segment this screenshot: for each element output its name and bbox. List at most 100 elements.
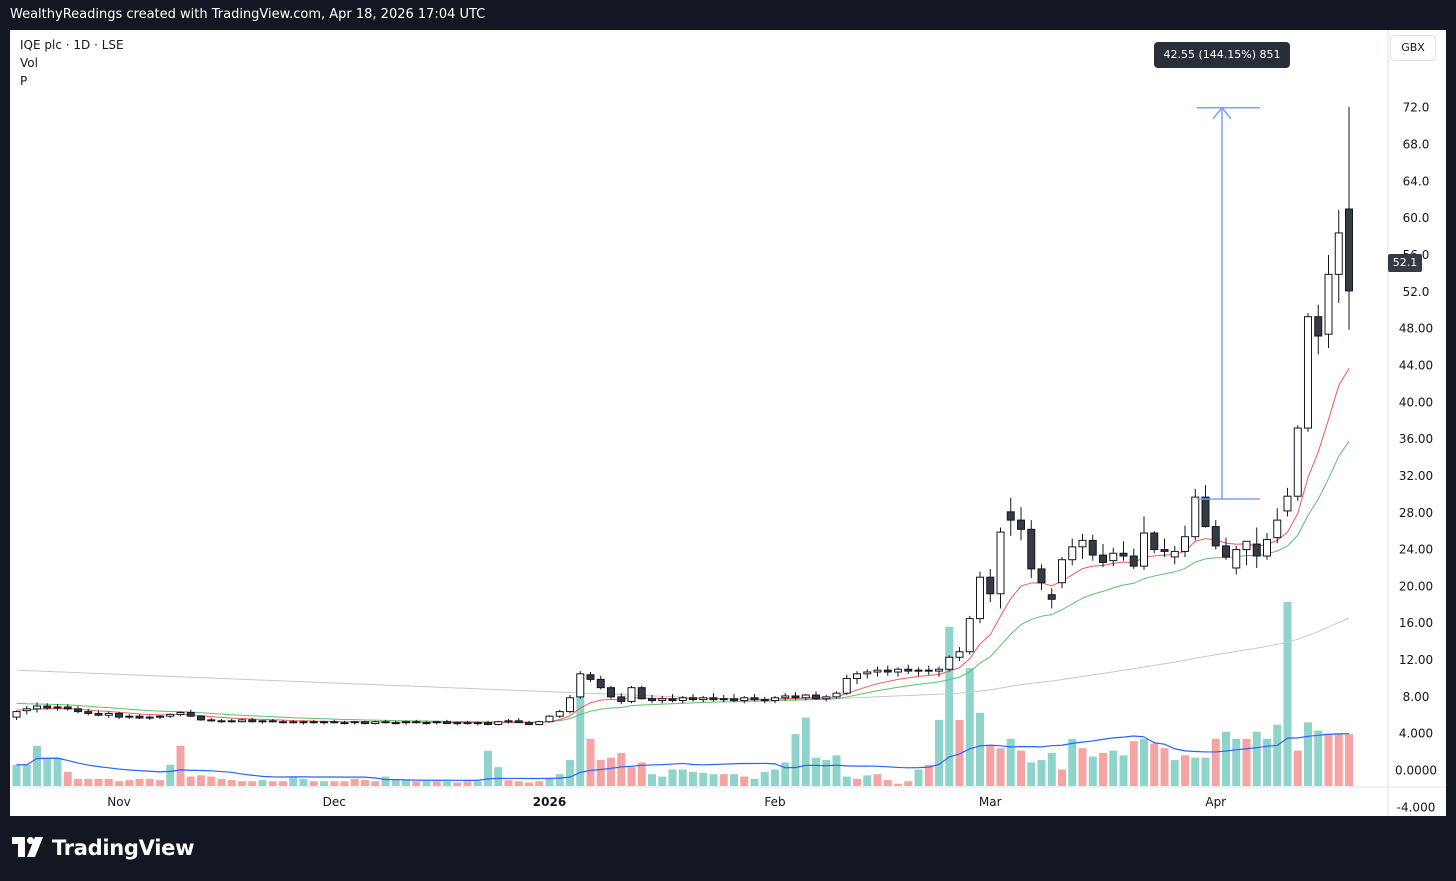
candle-body	[525, 722, 533, 725]
volume-bar	[668, 769, 677, 786]
volume-bar	[832, 755, 841, 786]
volume-bar	[791, 734, 800, 786]
footer	[0, 816, 1456, 881]
volume-bar	[545, 778, 554, 786]
volume-bar	[248, 781, 257, 786]
volume-bar	[125, 780, 134, 786]
candle-body	[238, 719, 246, 723]
candle-body	[145, 716, 154, 719]
price-tick-label: 24.00	[1399, 543, 1433, 557]
volume-bar	[1191, 757, 1200, 786]
volume-bar	[309, 781, 318, 786]
candle-body	[84, 711, 93, 714]
candle-body	[1304, 316, 1312, 429]
candle-body	[53, 706, 62, 709]
volume-bar	[320, 781, 328, 786]
volume-bar	[822, 760, 831, 786]
candle-body	[1314, 316, 1323, 337]
candle-body	[1047, 594, 1056, 600]
time-tick-label: Nov	[107, 795, 130, 809]
candle-body	[12, 711, 21, 718]
volume-bar	[74, 778, 82, 786]
volume-bar	[268, 781, 277, 786]
candle-body	[402, 721, 410, 724]
volume-bar	[1293, 750, 1302, 786]
volume-bar	[12, 764, 21, 786]
price-tick-label: 68.0	[1403, 138, 1430, 152]
candle-body	[1006, 511, 1015, 521]
chart-panel[interactable]: 72.068.064.060.056.052.048.0044.0040.003…	[10, 30, 1446, 816]
volume-bar	[1222, 731, 1230, 786]
volume-bar	[1037, 760, 1046, 786]
volume-bar	[1006, 738, 1015, 786]
candle-body	[74, 708, 82, 713]
volume-bar	[1027, 762, 1036, 786]
candle-body	[750, 697, 759, 701]
volume-bar	[463, 781, 472, 786]
candle-body	[1058, 559, 1066, 584]
volume-bar	[678, 769, 687, 786]
volume-bar	[494, 767, 503, 786]
volume-bar	[1345, 734, 1353, 786]
candle-body	[965, 618, 974, 653]
volume-bar	[801, 717, 810, 786]
volume-bar	[914, 769, 923, 786]
candle-body	[648, 698, 656, 702]
volume-bar	[894, 783, 902, 786]
price-tick-label: 64.0	[1403, 174, 1430, 188]
volume-bar	[781, 762, 790, 786]
price-chart[interactable]: 72.068.064.060.056.052.048.0044.0040.003…	[10, 30, 1446, 816]
p-legend[interactable]: P	[20, 74, 28, 88]
volume-bar	[1140, 738, 1148, 786]
candle-body	[596, 678, 605, 689]
volume-bar	[566, 760, 574, 786]
candle-body	[935, 668, 943, 672]
candle-body	[1099, 554, 1107, 563]
volume-bar	[217, 778, 226, 786]
candle-body	[627, 687, 636, 702]
volume-bar	[1242, 738, 1251, 786]
volume-bar	[812, 757, 820, 786]
volume-bar	[53, 757, 62, 786]
volume-bar	[197, 775, 205, 786]
volume-bar	[873, 774, 882, 786]
volume-bar	[760, 771, 769, 786]
candle-body	[535, 721, 544, 725]
volume-bar	[391, 778, 400, 786]
candle-body	[576, 673, 585, 698]
volume-bar	[1324, 734, 1333, 786]
volume-bar	[607, 757, 615, 786]
tradingview-logo[interactable]: TradingView	[12, 836, 194, 860]
volume-bar	[443, 781, 451, 786]
candle-body	[1191, 496, 1200, 538]
volume-bar	[617, 752, 626, 786]
candle-body	[791, 695, 800, 699]
candle-body	[1140, 532, 1148, 567]
volume-bar	[350, 778, 359, 786]
currency-button[interactable]: GBX	[1390, 35, 1436, 61]
volume-bar	[33, 745, 41, 786]
volume-legend[interactable]: Vol	[20, 56, 38, 70]
candle-body	[94, 712, 103, 716]
candle-body	[699, 697, 708, 701]
volume-bar	[924, 764, 933, 786]
candle-body	[986, 576, 995, 595]
attribution-text: WealthyReadings created with TradingView…	[10, 7, 486, 22]
volume-bar	[1119, 755, 1128, 786]
candle-body	[186, 712, 195, 717]
volume-bar	[740, 776, 749, 786]
volume-bar	[1232, 738, 1241, 786]
volume-bar	[596, 760, 605, 786]
candle-body	[822, 696, 831, 700]
price-tick-label: 44.00	[1399, 358, 1433, 372]
candle-body	[135, 715, 144, 719]
volume-bar	[1160, 748, 1169, 786]
volume-bar	[935, 719, 943, 786]
candle-body	[1150, 532, 1159, 551]
price-tick-label: 72.0	[1403, 101, 1430, 115]
volume-bar	[586, 738, 595, 786]
symbol-legend[interactable]: IQE plc · 1D · LSE	[20, 38, 124, 52]
volume-bar	[648, 774, 656, 786]
last-price-tag: 52.1	[1388, 254, 1422, 272]
price-tick-label: 48.00	[1399, 322, 1433, 336]
